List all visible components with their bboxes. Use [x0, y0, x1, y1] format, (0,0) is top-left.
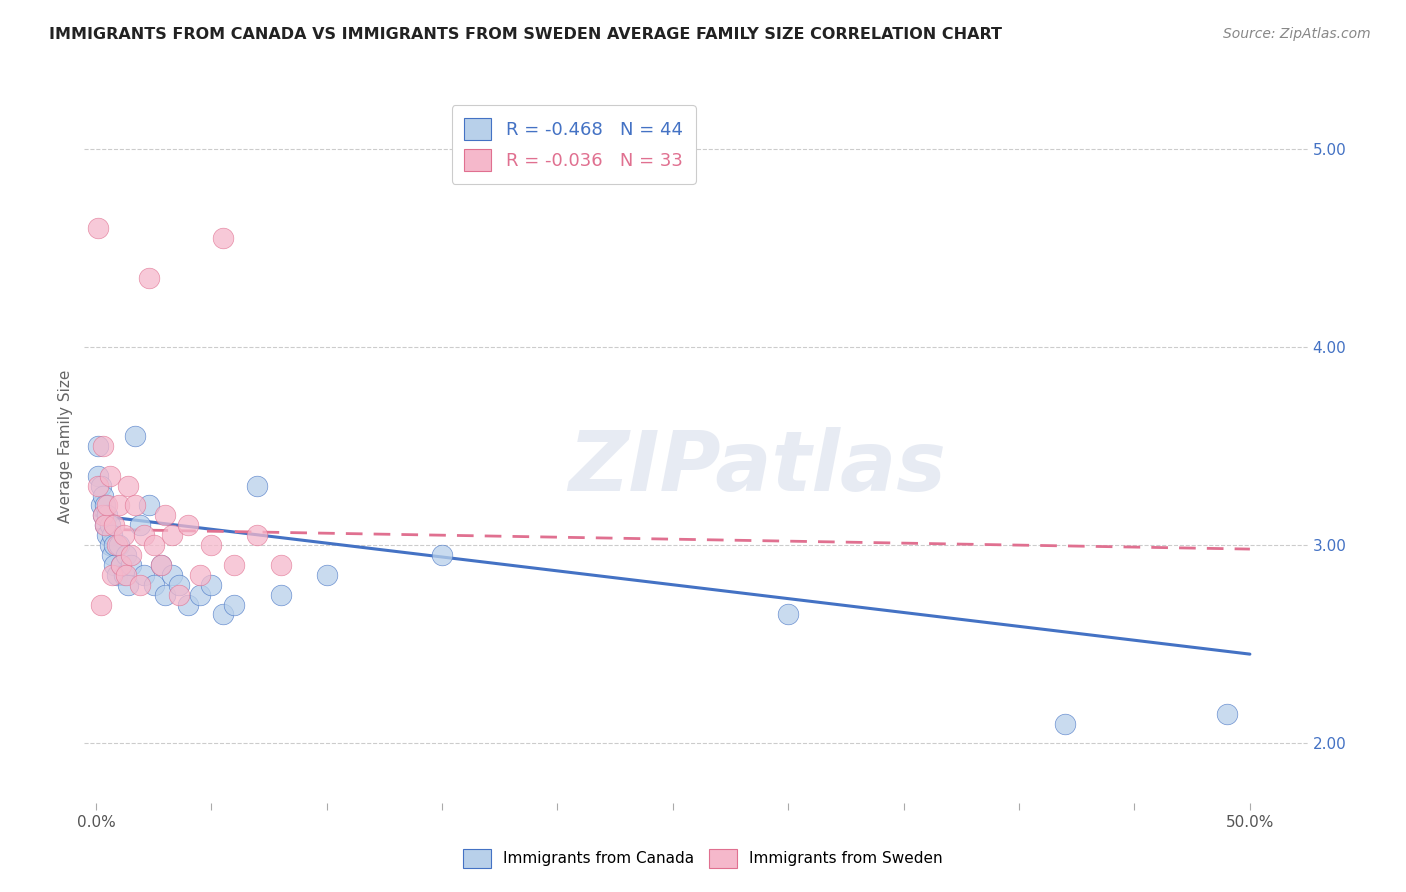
Point	[96, 499, 118, 513]
Point	[103, 558, 125, 572]
Point	[1216, 706, 1239, 721]
Point	[138, 499, 160, 513]
Point	[160, 528, 183, 542]
Point	[87, 221, 110, 235]
Point	[153, 588, 176, 602]
Point	[200, 578, 222, 592]
Point	[211, 231, 233, 245]
Point	[96, 508, 118, 523]
Point	[101, 548, 124, 562]
Point	[124, 499, 146, 513]
Point	[177, 598, 200, 612]
Point	[112, 567, 135, 582]
Point	[211, 607, 233, 622]
Point	[87, 468, 110, 483]
Point	[89, 478, 111, 492]
Point	[188, 567, 211, 582]
Point	[98, 468, 121, 483]
Point	[94, 518, 117, 533]
Point	[149, 558, 172, 572]
Point	[160, 567, 183, 582]
Point	[98, 538, 121, 552]
Point	[94, 518, 117, 533]
Point	[134, 567, 156, 582]
Point	[270, 558, 292, 572]
Point	[120, 558, 142, 572]
Point	[128, 518, 150, 533]
Point	[115, 548, 138, 562]
Point	[110, 558, 132, 572]
Point	[142, 538, 165, 552]
Point	[120, 548, 142, 562]
Point	[149, 558, 172, 572]
Point	[246, 528, 269, 542]
Point	[94, 499, 117, 513]
Point	[108, 499, 131, 513]
Point	[101, 567, 124, 582]
Point	[101, 528, 124, 542]
Point	[117, 578, 139, 592]
Point	[105, 538, 128, 552]
Point	[134, 528, 156, 542]
Point	[91, 508, 114, 523]
Point	[89, 499, 111, 513]
Text: IMMIGRANTS FROM CANADA VS IMMIGRANTS FROM SWEDEN AVERAGE FAMILY SIZE CORRELATION: IMMIGRANTS FROM CANADA VS IMMIGRANTS FRO…	[49, 27, 1002, 42]
Point	[167, 588, 190, 602]
Point	[177, 518, 200, 533]
Text: Source: ZipAtlas.com: Source: ZipAtlas.com	[1223, 27, 1371, 41]
Point	[138, 270, 160, 285]
Point	[98, 518, 121, 533]
Point	[142, 578, 165, 592]
Point	[124, 429, 146, 443]
Text: ZIPatlas: ZIPatlas	[568, 427, 946, 508]
Point	[224, 598, 246, 612]
Point	[96, 528, 118, 542]
Point	[188, 588, 211, 602]
Y-axis label: Average Family Size: Average Family Size	[58, 369, 73, 523]
Point	[778, 607, 800, 622]
Point	[246, 478, 269, 492]
Point	[270, 588, 292, 602]
Point	[112, 528, 135, 542]
Point	[128, 578, 150, 592]
Point	[430, 548, 453, 562]
Point	[224, 558, 246, 572]
Legend: R = -0.468   N = 44, R = -0.036   N = 33: R = -0.468 N = 44, R = -0.036 N = 33	[451, 105, 696, 184]
Point	[103, 518, 125, 533]
Point	[89, 598, 111, 612]
Point	[105, 567, 128, 582]
Point	[110, 558, 132, 572]
Point	[115, 567, 138, 582]
Point	[87, 439, 110, 453]
Point	[103, 538, 125, 552]
Legend: Immigrants from Canada, Immigrants from Sweden: Immigrants from Canada, Immigrants from …	[457, 843, 949, 873]
Point	[167, 578, 190, 592]
Point	[153, 508, 176, 523]
Point	[315, 567, 337, 582]
Point	[91, 439, 114, 453]
Point	[1054, 716, 1077, 731]
Point	[108, 538, 131, 552]
Point	[87, 478, 110, 492]
Point	[200, 538, 222, 552]
Point	[91, 508, 114, 523]
Point	[117, 478, 139, 492]
Point	[91, 489, 114, 503]
